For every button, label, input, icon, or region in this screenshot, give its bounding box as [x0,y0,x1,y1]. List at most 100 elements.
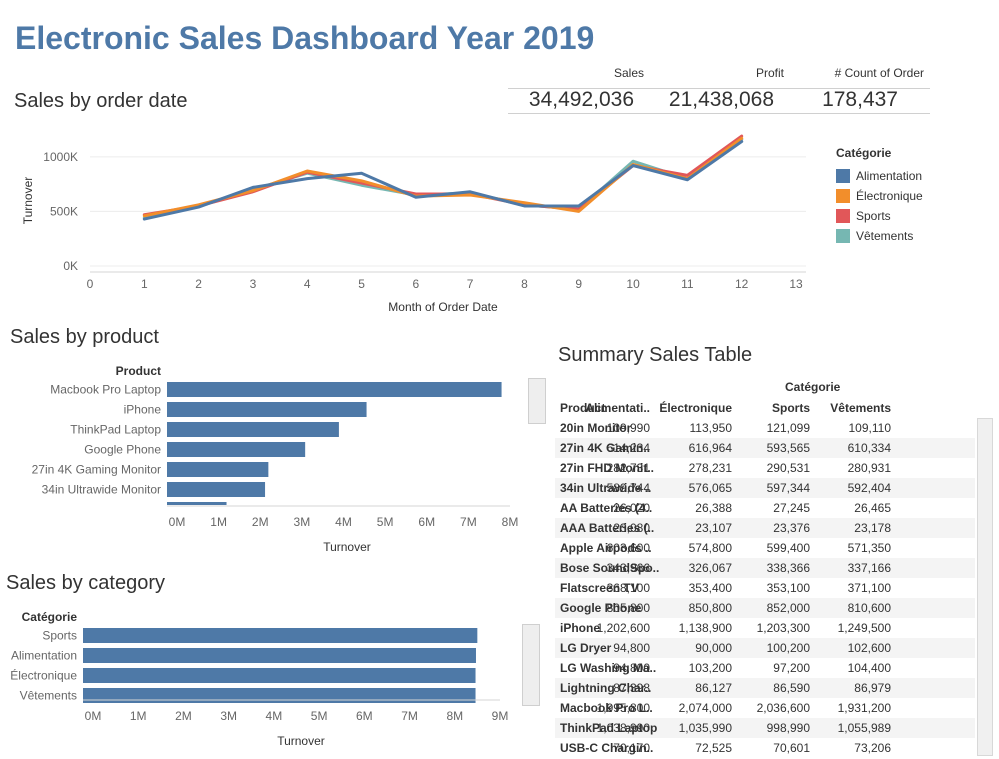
table-cell-value: 26,020 [613,501,650,515]
table-cell-product: Bose SoundSpo.. [560,561,660,575]
table-row: 27in FHD Monit.. 282,731 278,231 290,531 280… [555,458,975,478]
table-cell-value: 805,800 [606,601,650,615]
table-cell-value: 1,038,990 [596,721,650,735]
table-cell-value: 121,099 [766,421,810,435]
bar-0 [167,382,502,397]
x-tick-label: 7M [460,515,477,529]
x-tick-label: 7M [401,709,418,723]
y-tick-label: 0K [63,259,78,273]
x-axis-title: Turnover [323,540,371,554]
table-row: Macbook Pro L.. 1,995,800 2,074,000 2,036,6… [555,698,975,718]
bar-label-2: Électronique [10,668,77,683]
series-line-2 [142,134,744,217]
series-line-1 [142,136,744,218]
x-tick-label: 3 [250,277,257,291]
kpi-orders-label: # Count of Order [834,66,924,80]
bar-4 [167,462,269,477]
table-cell-product: LG Dryer [560,641,612,655]
y-axis-title: Turnover [21,177,35,225]
table-cell-value: 23,376 [773,521,810,535]
x-tick-label: 2M [175,709,192,723]
table-cell-value: 1,995,800 [596,701,650,715]
table-cell-value: 102,600 [847,641,891,655]
legend-label-2: Sports [856,209,891,223]
x-tick-label: 2M [252,515,269,529]
table-row: 20in Monitor 109,990 113,950 121,099 109,110 [555,418,975,438]
x-tick-label: 6M [356,709,373,723]
table-row: Google Phone 805,800 850,800 852,000 810,600 [555,598,975,618]
x-tick-label: 4M [335,515,352,529]
table-cell-value: 109,110 [848,421,892,435]
x-tick-label: 9 [575,277,582,291]
x-tick-label: 3M [220,709,237,723]
table-cell-value: 1,055,989 [837,721,891,735]
x-tick-label: 4 [304,277,311,291]
table-row: Apple Airpods .. 603,600 574,800 599,400 571… [555,538,975,558]
table-cell-value: 86,127 [695,681,732,695]
table-scrollbar[interactable] [977,418,993,756]
table-cell-value: 593,565 [766,441,810,455]
x-tick-label: 5M [377,515,394,529]
table-cell-value: 104,400 [847,661,891,675]
category-header: Catégorie [22,610,78,624]
table-cell-value: 290,531 [766,461,810,475]
table-cell-value: 599,400 [766,541,810,555]
table-cell-product: Google Phone [560,601,642,615]
table-cell-value: 87,398 [613,681,650,695]
table-row: AAA Batteries (.. 23,080 23,107 23,376 23,17… [555,518,975,538]
kpi-bottom-border [508,113,930,114]
bar-1 [83,648,476,663]
sales-by-category-bar-chart: Catégorie Sports Alimentation Électronique V… [10,610,508,748]
table-cell-value: 1,035,990 [678,721,732,735]
table-row: 27in 4K Gamin.. 614,234 616,964 593,565 610,… [555,438,975,458]
table-cell-value: 603,600 [606,541,650,555]
table-cell-value: 26,465 [854,501,891,515]
table-cell-product: 34in Ultrawide .. [560,481,652,495]
table-cell-value: 2,074,000 [678,701,732,715]
bar-2 [83,668,476,683]
table-cell-value: 353,100 [766,581,810,595]
bar-0 [83,628,478,643]
table-cell-value: 368,100 [606,581,650,595]
product-chart-title: Sales by product [10,326,159,348]
table-cell-value: 337,166 [847,561,891,575]
x-tick-label: 8M [446,709,463,723]
category-chart-scrollbar[interactable] [522,624,540,706]
table-row: Flatscreen TV 368,100 353,400 353,100 371,10… [555,578,975,598]
table-cell-value: 1,203,300 [756,621,810,635]
table-header-electronique: Électronique [659,401,732,415]
bar-5 [167,482,266,497]
table-cell-value: 616,964 [688,441,732,455]
table-cell-value: 850,800 [688,601,732,615]
table-row: USB-C Chargin.. 70,170 72,525 70,601 73,206 [555,738,975,758]
x-tick-label: 0M [169,515,186,529]
table-cell-product: USB-C Chargin.. [560,741,654,755]
table-cell-value: 113,950 [689,421,733,435]
x-tick-label: 13 [789,277,803,291]
table-cell-value: 103,200 [688,661,732,675]
table-cell-value: 73,206 [854,741,891,755]
table-cell-product: 27in 4K Gamin.. [560,441,651,455]
category-header: Product [116,364,161,378]
sales-by-product-bar-chart: Product Macbook Pro Laptop iPhone ThinkPad … [32,364,519,554]
bar-label-0: Sports [42,629,77,643]
table-cell-value: 23,107 [695,521,732,535]
table-cell-value: 278,231 [688,461,732,475]
table-cell-value: 343,966 [606,561,650,575]
table-cell-product: ThinkPad Laptop [560,721,658,735]
bar-label-1: Alimentation [11,649,77,663]
table-cell-value: 72,525 [695,741,732,755]
table-cell-product: Flatscreen TV [560,581,639,595]
table-cell-product: Lightning Char.. [560,681,652,695]
bar-label-3: Vêtements [20,689,77,703]
table-cell-value: 94,800 [613,661,650,675]
bar-label-1: iPhone [124,403,162,417]
table-cell-value: 589,744 [606,481,650,495]
bar-label-0: Macbook Pro Laptop [50,383,161,397]
table-cell-value: 282,731 [606,461,650,475]
series-line-3 [142,137,744,220]
product-chart-scrollbar[interactable] [528,378,546,424]
x-tick-label: 5 [358,277,365,291]
table-cell-product: AAA Batteries (.. [560,521,655,535]
